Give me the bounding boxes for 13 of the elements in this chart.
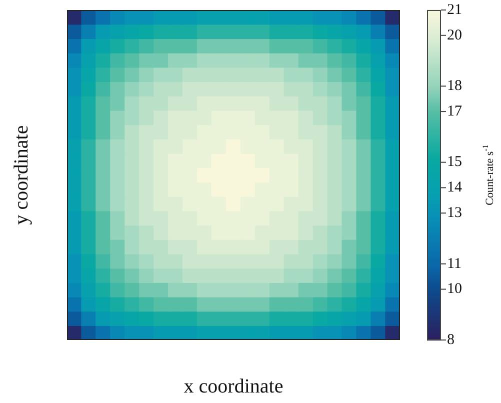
color-bar-title: Count-rate s-1 (481, 144, 496, 206)
color-bar-label: 10 (447, 281, 462, 298)
color-bar-label: 11 (447, 256, 462, 272)
color-bar-label: 17 (447, 103, 462, 120)
color-bar-label: 21 (447, 2, 462, 18)
color-bar-label: 13 (447, 205, 462, 222)
color-bar-label: 20 (447, 27, 462, 44)
color-bar-label: 15 (447, 154, 462, 170)
y-axis-title: y coordinate (10, 125, 32, 225)
color-bar-label: 18 (447, 78, 462, 94)
color-bar-label: 14 (447, 180, 462, 196)
color-bar-label: 8 (447, 332, 454, 348)
x-axis-title: x coordinate (184, 375, 284, 398)
